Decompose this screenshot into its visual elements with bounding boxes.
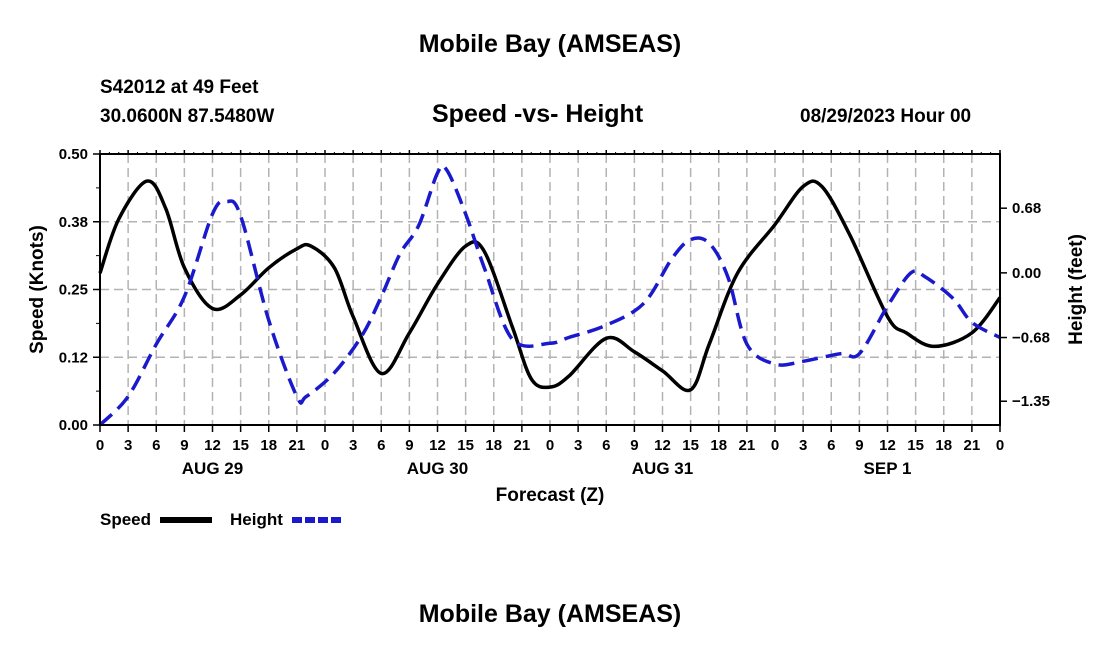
x-tick-label: 21 <box>739 437 756 454</box>
y2-tick-label: 0.68 <box>1012 200 1041 217</box>
y2-tick-label: −0.68 <box>1012 330 1050 347</box>
y-tick-label: 0.25 <box>59 282 88 299</box>
x-tick-label: 15 <box>682 437 699 454</box>
x-tick-label: 15 <box>907 437 924 454</box>
y-tick-label: 0.12 <box>59 349 88 366</box>
x-tick-label: 15 <box>232 437 249 454</box>
x-tick-label: 3 <box>124 437 132 454</box>
x-tick-label: 12 <box>879 437 896 454</box>
x-tick-label: 12 <box>204 437 221 454</box>
y2-tick-label: 0.00 <box>1012 265 1041 282</box>
x-tick-label: 21 <box>514 437 531 454</box>
x-tick-label: 3 <box>574 437 582 454</box>
y-tick-label: 0.38 <box>59 214 88 231</box>
legend-height-label: Height <box>230 510 283 529</box>
legend-speed-label: Speed <box>100 510 151 529</box>
x-tick-label: 9 <box>180 437 188 454</box>
x-tick-label: 0 <box>321 437 329 454</box>
day-label: AUG 29 <box>182 459 243 478</box>
x-tick-label: 21 <box>289 437 306 454</box>
x-tick-label: 0 <box>996 437 1004 454</box>
x-tick-label: 6 <box>827 437 835 454</box>
page-title: Mobile Bay (AMSEAS) <box>418 30 682 58</box>
x-tick-label: 18 <box>260 437 277 454</box>
x-tick-label: 9 <box>405 437 413 454</box>
x-tick-label: 9 <box>630 437 638 454</box>
x-tick-label: 9 <box>855 437 863 454</box>
x-tick-label: 0 <box>96 437 104 454</box>
x-tick-label: 6 <box>152 437 160 454</box>
station-label: S42012 at 49 Feet <box>100 77 259 98</box>
y-axis-label: Speed (Knots) <box>27 225 48 354</box>
y-tick-label: 0.00 <box>59 417 88 434</box>
x-tick-label: 18 <box>485 437 502 454</box>
x-tick-label: 12 <box>654 437 671 454</box>
x-tick-label: 18 <box>710 437 727 454</box>
series-speed-line <box>98 179 1002 393</box>
chart-title: Speed -vs- Height <box>432 100 644 128</box>
coordinates-label: 30.0600N 87.5480W <box>100 106 275 127</box>
x-tick-label: 12 <box>429 437 446 454</box>
forecast-datetime: 08/29/2023 Hour 00 <box>800 106 972 127</box>
speed-height-chart: 0 3 6 9 12 15 18 21 0 3 6 9 12 15 18 21 0 3 6 9 12 15 18 21 0 3 6 9… <box>27 146 1087 529</box>
x-tick-label: 21 <box>964 437 981 454</box>
y2-axis-label: Height (feet) <box>1066 234 1087 345</box>
series-height-line <box>98 163 1001 427</box>
bottom-title: Mobile Bay (AMSEAS) <box>418 600 682 628</box>
x-tick-label: 6 <box>602 437 610 454</box>
y-tick-label: 0.50 <box>59 146 88 163</box>
x-tick-label: 0 <box>771 437 779 454</box>
x-axis-label: Forecast (Z) <box>496 485 605 506</box>
series-lines <box>98 163 1002 427</box>
day-label: AUG 30 <box>407 459 468 478</box>
axes: 0 3 6 9 12 15 18 21 0 3 6 9 12 15 18 21 0 3 6 9 12 15 18 21 0 3 6 9… <box>59 146 1050 478</box>
day-label: SEP 1 <box>864 459 912 478</box>
day-label: AUG 31 <box>632 459 693 478</box>
x-tick-label: 3 <box>799 437 807 454</box>
x-tick-label: 0 <box>546 437 554 454</box>
x-tick-label: 6 <box>377 437 385 454</box>
y2-tick-label: −1.35 <box>1012 393 1050 410</box>
x-tick-label: 18 <box>935 437 952 454</box>
legend: Speed Height <box>100 510 343 529</box>
x-tick-label: 3 <box>349 437 357 454</box>
x-tick-label: 15 <box>457 437 474 454</box>
grid-lines <box>100 154 1000 425</box>
